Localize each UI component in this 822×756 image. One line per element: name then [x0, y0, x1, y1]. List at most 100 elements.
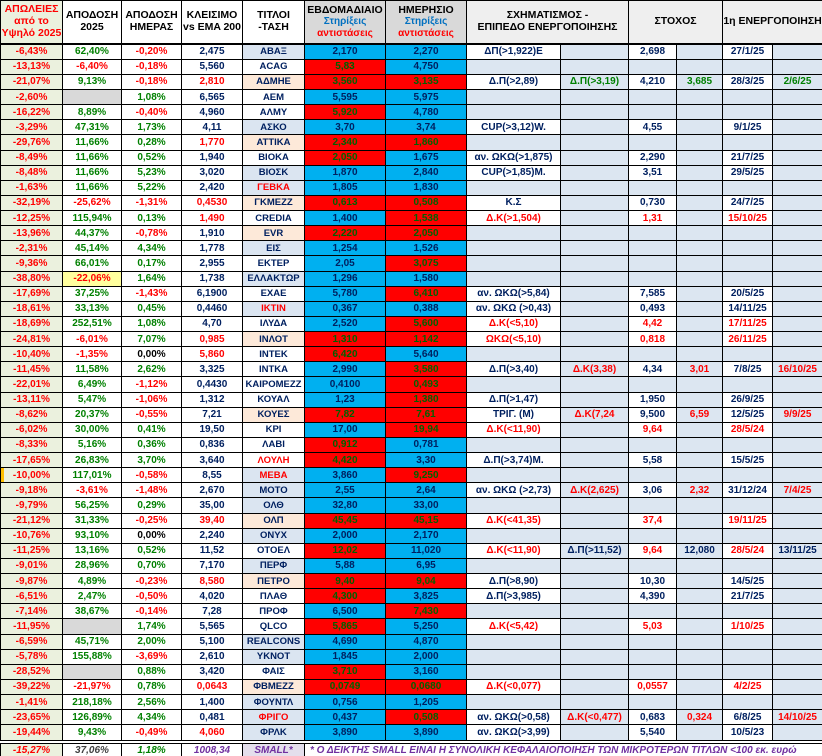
cell-loss[interactable]: -6,43%: [0, 43, 63, 60]
cell-activation-secondary[interactable]: [772, 527, 822, 544]
cell-return-day[interactable]: -1,43%: [121, 285, 182, 302]
cell-formation-primary[interactable]: [466, 467, 561, 484]
cell-weekly-level[interactable]: 1,310: [304, 331, 386, 348]
cell-weekly-level[interactable]: 5,780: [304, 285, 386, 302]
cell-target-secondary[interactable]: 12,080: [676, 542, 724, 559]
cell-close-vs-ema200[interactable]: 4,11: [181, 119, 243, 136]
cell-target-secondary[interactable]: [676, 300, 724, 317]
cell-close-vs-ema200[interactable]: 0,985: [181, 331, 243, 348]
cell-formation-primary[interactable]: [466, 255, 561, 272]
cell-target-primary[interactable]: [628, 240, 678, 257]
cell-close-vs-ema200[interactable]: 4,70: [181, 315, 243, 333]
ticker-cell[interactable]: ΦΡΙΓΟ: [242, 709, 305, 726]
cell-activation-primary[interactable]: 27/1/25: [722, 43, 774, 60]
ticker-cell[interactable]: ΓΕΒΚΑ: [242, 179, 305, 196]
cell-formation-primary[interactable]: [466, 497, 561, 514]
cell-formation-secondary[interactable]: [559, 648, 630, 665]
cell-loss[interactable]: -16,22%: [0, 104, 63, 121]
cell-return-day[interactable]: 0,45%: [121, 300, 182, 317]
cell-return-2025[interactable]: 6,49%: [62, 376, 122, 393]
ticker-cell[interactable]: ΕΛΛΑΚΤΩΡ: [242, 270, 305, 287]
cell-return-2025[interactable]: 11,66%: [62, 149, 122, 166]
cell-activation-primary[interactable]: 21/7/25: [722, 588, 774, 605]
cell-return-day[interactable]: 1,74%: [121, 618, 182, 635]
cell-weekly-level[interactable]: 0,367: [304, 300, 386, 317]
cell-formation-primary[interactable]: CUP(>1,85)Μ.: [466, 164, 561, 181]
cell-loss[interactable]: -6,02%: [0, 421, 63, 438]
cell-loss[interactable]: -38,80%: [0, 270, 63, 287]
small-index-loss[interactable]: -15,27%: [0, 743, 63, 756]
cell-loss[interactable]: -9,36%: [0, 255, 63, 272]
cell-return-day[interactable]: 0,17%: [121, 255, 182, 272]
cell-target-primary[interactable]: [628, 467, 678, 484]
cell-activation-primary[interactable]: 9/1/25: [722, 119, 774, 136]
cell-loss[interactable]: -11,25%: [0, 542, 63, 559]
cell-loss[interactable]: -5,78%: [0, 648, 63, 665]
cell-formation-secondary[interactable]: [559, 573, 630, 590]
cell-formation-secondary[interactable]: [559, 300, 630, 317]
cell-return-day[interactable]: -0,18%: [121, 58, 182, 75]
cell-close-vs-ema200[interactable]: 1,490: [181, 210, 243, 227]
cell-formation-secondary[interactable]: [559, 270, 630, 287]
ticker-cell[interactable]: ΦΑΙΣ: [242, 663, 305, 680]
cell-daily-level[interactable]: 9,250: [385, 467, 467, 484]
cell-weekly-level[interactable]: 1,870: [304, 164, 386, 181]
cell-daily-level[interactable]: 3,580: [385, 361, 467, 378]
cell-activation-secondary[interactable]: [772, 694, 822, 711]
cell-target-primary[interactable]: 10,30: [628, 573, 678, 590]
cell-formation-secondary[interactable]: [559, 527, 630, 544]
cell-return-2025[interactable]: 5,47%: [62, 391, 122, 408]
cell-activation-secondary[interactable]: [772, 58, 822, 75]
cell-formation-secondary[interactable]: [559, 376, 630, 393]
cell-loss[interactable]: -1,63%: [0, 179, 63, 196]
cell-daily-level[interactable]: 1,538: [385, 210, 467, 227]
cell-return-2025[interactable]: 11,66%: [62, 134, 122, 151]
cell-daily-level[interactable]: 45,15: [385, 512, 467, 529]
cell-return-day[interactable]: 5,22%: [121, 179, 182, 196]
cell-return-2025[interactable]: 44,37%: [62, 225, 122, 242]
ticker-cell[interactable]: ΜΟΤΟ: [242, 482, 305, 499]
cell-target-secondary[interactable]: [676, 225, 724, 242]
cell-daily-level[interactable]: 5,600: [385, 315, 467, 333]
ticker-cell[interactable]: ΚΟΥΕΣ: [242, 406, 305, 423]
cell-target-secondary[interactable]: [676, 391, 724, 408]
cell-daily-level[interactable]: 3,135: [385, 73, 467, 91]
ticker-cell[interactable]: ΚΡΙ: [242, 421, 305, 438]
cell-close-vs-ema200[interactable]: 2,420: [181, 179, 243, 196]
cell-target-secondary[interactable]: [676, 179, 724, 196]
cell-return-2025[interactable]: 4,89%: [62, 573, 122, 590]
small-index-value[interactable]: 1008,34: [181, 743, 243, 756]
cell-loss[interactable]: -9,01%: [0, 557, 63, 575]
cell-formation-primary[interactable]: αν. ΩΚΩ(>3,99): [466, 724, 561, 741]
ticker-cell[interactable]: ΦΒΜΕΖΖ: [242, 678, 305, 696]
cell-formation-secondary[interactable]: [559, 194, 630, 212]
cell-daily-level[interactable]: 1,205: [385, 694, 467, 711]
cell-formation-secondary[interactable]: [559, 346, 630, 363]
cell-daily-level[interactable]: 5,640: [385, 346, 467, 363]
cell-activation-primary[interactable]: 14/5/25: [722, 573, 774, 590]
cell-formation-secondary[interactable]: [559, 618, 630, 635]
cell-activation-secondary[interactable]: [772, 391, 822, 408]
cell-target-primary[interactable]: 0,730: [628, 194, 678, 212]
cell-loss[interactable]: -13,11%: [0, 391, 63, 408]
cell-return-day[interactable]: 1,08%: [121, 315, 182, 333]
cell-formation-primary[interactable]: [466, 134, 561, 151]
ticker-cell[interactable]: ΜΕΒΑ: [242, 467, 305, 484]
cell-return-2025[interactable]: [62, 663, 122, 680]
cell-activation-primary[interactable]: [722, 255, 774, 272]
cell-target-secondary[interactable]: [676, 557, 724, 575]
cell-daily-level[interactable]: 0,508: [385, 709, 467, 726]
cell-return-2025[interactable]: 115,94%: [62, 210, 122, 227]
cell-loss[interactable]: -13,13%: [0, 58, 63, 75]
cell-weekly-level[interactable]: 32,80: [304, 497, 386, 514]
cell-formation-secondary[interactable]: Δ.Κ(7,24: [559, 406, 630, 423]
cell-return-2025[interactable]: 28,96%: [62, 557, 122, 575]
ticker-cell[interactable]: ΠΕΤΡΟ: [242, 573, 305, 590]
cell-daily-level[interactable]: 0,781: [385, 436, 467, 454]
cell-formation-secondary[interactable]: [559, 436, 630, 454]
cell-return-2025[interactable]: 47,31%: [62, 119, 122, 136]
cell-close-vs-ema200[interactable]: 0,481: [181, 709, 243, 726]
cell-activation-primary[interactable]: 24/7/25: [722, 194, 774, 212]
cell-return-day[interactable]: 0,88%: [121, 663, 182, 680]
cell-return-day[interactable]: -0,18%: [121, 73, 182, 91]
